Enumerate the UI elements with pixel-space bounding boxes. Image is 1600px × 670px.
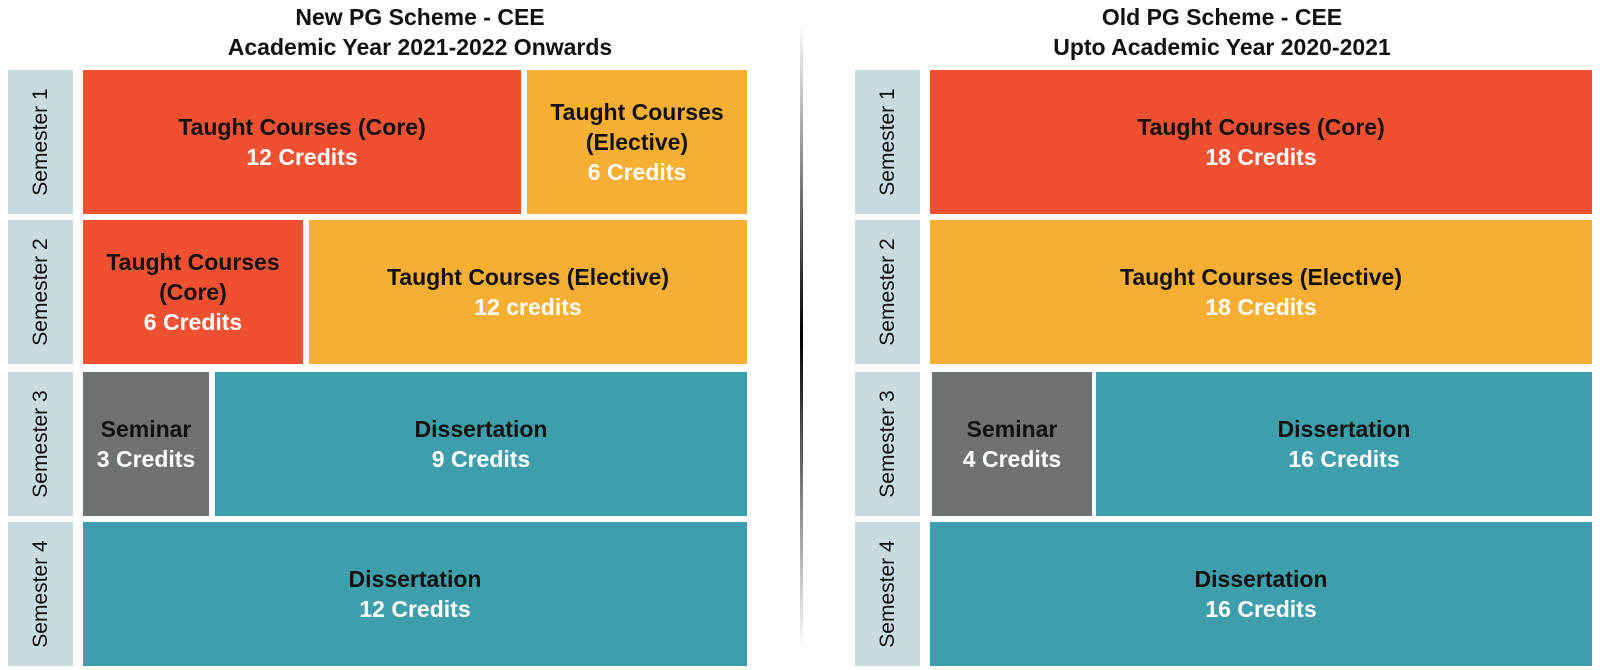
new-s4-dissertation-block: Dissertation 12 Credits <box>83 522 747 666</box>
old-scheme-title: Old PG Scheme - CEE Upto Academic Year 2… <box>872 2 1572 62</box>
block-label: Dissertation <box>348 566 482 592</box>
old-s3-seminar-block: Seminar 4 Credits <box>932 372 1092 516</box>
block-credits: 12 Credits <box>359 596 471 622</box>
block-credits: 4 Credits <box>962 446 1062 472</box>
block-label: Dissertation <box>1277 416 1411 442</box>
old-s4-dissertation-block: Dissertation 16 Credits <box>930 522 1592 666</box>
block-credits: 12 credits <box>474 294 582 320</box>
old-scheme-title-line1: Old PG Scheme - CEE <box>1101 4 1343 30</box>
new-scheme-title-line2: Academic Year 2021-2022 Onwards <box>227 34 613 60</box>
old-scheme-title-line2: Upto Academic Year 2020-2021 <box>1053 34 1391 60</box>
block-credits: 16 Credits <box>1288 446 1400 472</box>
new-semester-1-label: Semester 1 <box>8 70 73 214</box>
old-semester-2-label: Semester 2 <box>855 220 920 364</box>
block-label: Taught Courses (Core) <box>178 114 426 140</box>
block-credits: 6 Credits <box>143 309 243 335</box>
block-label: Dissertation <box>1194 566 1328 592</box>
block-label: Taught Courses (Elective) <box>386 264 670 290</box>
new-s2-elective-block: Taught Courses (Elective) 12 credits <box>309 220 747 364</box>
block-label-line2: (Elective) <box>585 129 689 155</box>
old-semester-4-label: Semester 4 <box>855 522 920 666</box>
new-s2-core-block: Taught Courses (Core) 6 Credits <box>83 220 303 364</box>
block-credits: 6 Credits <box>587 159 687 185</box>
block-credits: 9 Credits <box>431 446 531 472</box>
new-scheme-title-line1: New PG Scheme - CEE <box>295 4 545 30</box>
block-label: Taught Courses <box>106 249 280 275</box>
block-label: Taught Courses <box>550 99 724 125</box>
block-label: Seminar <box>100 416 192 442</box>
new-semester-4-label: Semester 4 <box>8 522 73 666</box>
block-label: Dissertation <box>414 416 548 442</box>
block-label-line2: (Core) <box>159 279 227 305</box>
old-s3-dissertation-block: Dissertation 16 Credits <box>1096 372 1592 516</box>
new-s3-dissertation-block: Dissertation 9 Credits <box>215 372 747 516</box>
block-credits: 3 Credits <box>96 446 196 472</box>
new-s1-elective-block: Taught Courses (Elective) 6 Credits <box>527 70 747 214</box>
scheme-divider <box>800 22 803 650</box>
block-credits: 18 Credits <box>1205 144 1317 170</box>
block-credits: 16 Credits <box>1205 596 1317 622</box>
block-credits: 18 Credits <box>1205 294 1317 320</box>
new-semester-3-label: Semester 3 <box>8 372 73 516</box>
block-credits: 12 Credits <box>246 144 358 170</box>
block-label: Taught Courses (Elective) <box>1119 264 1403 290</box>
new-s3-seminar-block: Seminar 3 Credits <box>83 372 209 516</box>
old-s1-core-block: Taught Courses (Core) 18 Credits <box>930 70 1592 214</box>
new-s1-core-block: Taught Courses (Core) 12 Credits <box>83 70 521 214</box>
block-label: Seminar <box>966 416 1058 442</box>
block-label: Taught Courses (Core) <box>1137 114 1385 140</box>
old-semester-1-label: Semester 1 <box>855 70 920 214</box>
old-s2-elective-block: Taught Courses (Elective) 18 Credits <box>930 220 1592 364</box>
new-scheme-title: New PG Scheme - CEE Academic Year 2021-2… <box>80 2 760 62</box>
old-semester-3-label: Semester 3 <box>855 372 920 516</box>
new-semester-2-label: Semester 2 <box>8 220 73 364</box>
